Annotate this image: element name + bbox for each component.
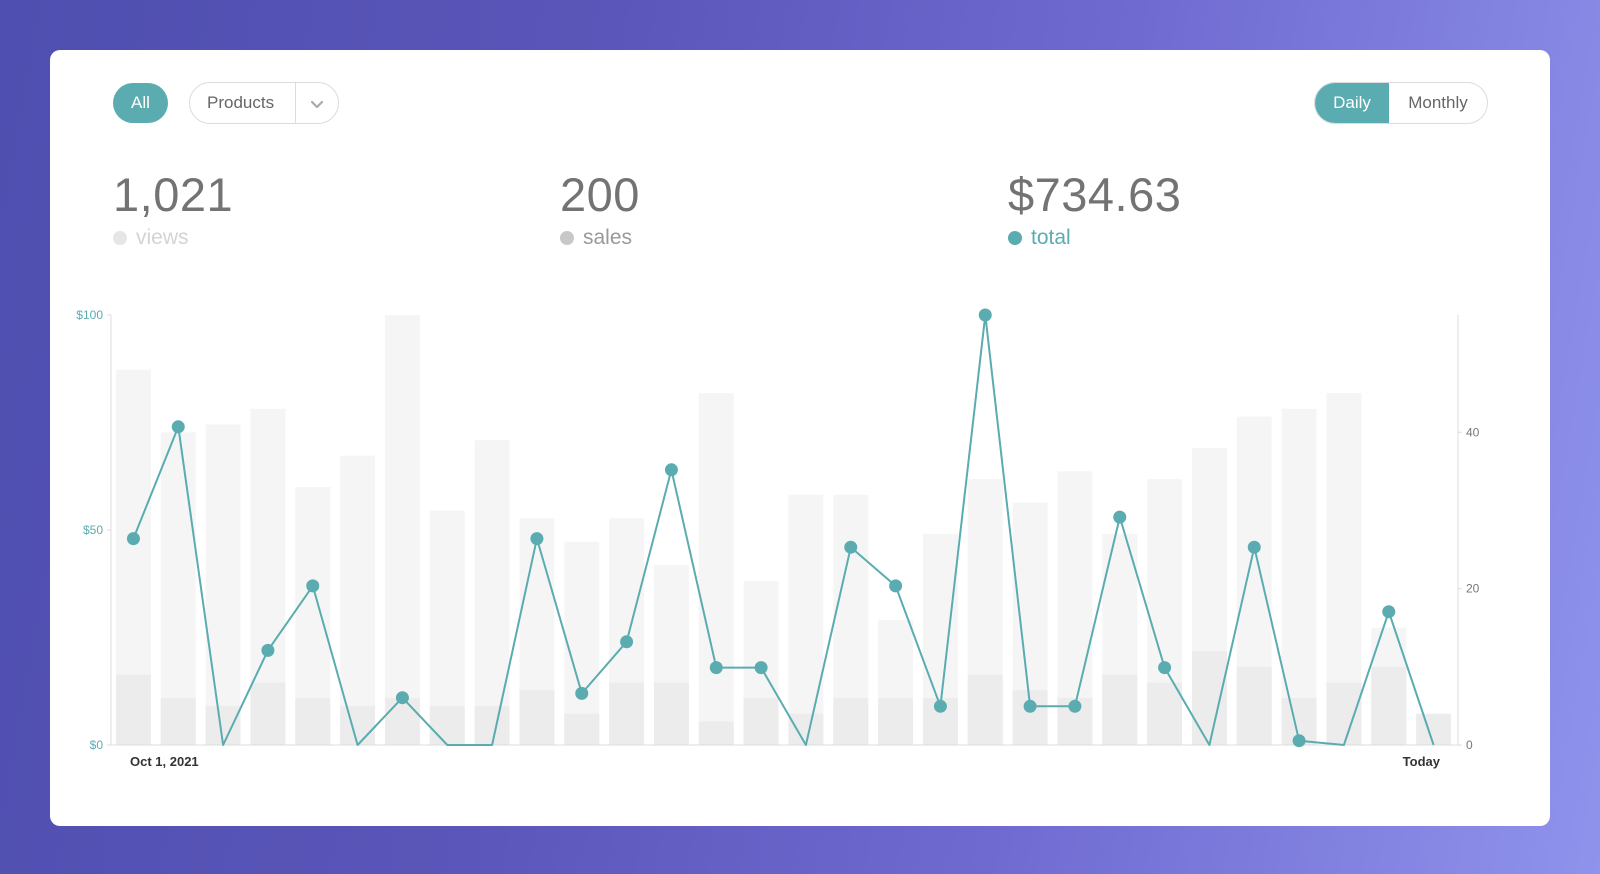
total-point (1113, 510, 1127, 524)
total-point (126, 532, 140, 546)
views-bar (340, 455, 376, 745)
total-point (261, 643, 275, 657)
views-bar (1281, 408, 1317, 745)
combo-chart: $0 $50 $100 0 20 40 Oct 1, 2021 Today (76, 308, 1480, 769)
total-point (1247, 540, 1261, 554)
sales-bar (967, 674, 1003, 745)
total-point (395, 691, 409, 705)
sales-bar (788, 713, 824, 745)
total-point (1158, 661, 1172, 675)
dropdown-divider (295, 83, 296, 123)
x-label-start: Oct 1, 2021 (130, 754, 199, 769)
views-bar (474, 440, 510, 745)
sales-bar (474, 705, 510, 745)
total-point (1068, 699, 1082, 713)
views-value: 1,021 (113, 168, 234, 221)
total-point (754, 661, 768, 675)
views-bar (698, 393, 734, 745)
stat-views: 1,021 views (113, 168, 233, 250)
total-point (664, 463, 678, 477)
daily-button[interactable]: Daily (1315, 83, 1389, 123)
views-bar (205, 424, 241, 745)
left-tick-label: $100 (76, 308, 103, 322)
total-point (844, 540, 858, 554)
sales-dashboard-card: All Products Daily Monthly 1,021 views 2… (50, 50, 1550, 826)
total-label: total (1031, 226, 1071, 249)
sales-bar (295, 698, 331, 745)
total-point (1023, 699, 1037, 713)
products-dropdown[interactable]: Products (189, 82, 339, 124)
sales-bar (160, 698, 196, 745)
views-bar (384, 315, 420, 745)
total-point (575, 686, 589, 700)
sales-bar (429, 705, 465, 745)
total-legend-dot (1008, 231, 1022, 245)
sales-bar (250, 682, 286, 745)
sales-bar (1236, 666, 1272, 745)
sales-bar (653, 682, 689, 745)
sales-bar (878, 698, 914, 745)
total-point (1292, 734, 1306, 748)
sales-label: sales (583, 226, 633, 249)
total-point (889, 579, 903, 593)
sales-bar (1147, 682, 1183, 745)
views-label: views (136, 226, 189, 249)
total-point (306, 579, 320, 593)
sales-legend-dot (560, 231, 574, 245)
total-point (171, 420, 185, 434)
sales-bar (1416, 713, 1452, 745)
x-label-end: Today (1403, 754, 1441, 769)
total-point (978, 308, 992, 322)
sales-value: 200 (560, 168, 640, 221)
total-point (530, 532, 544, 546)
sales-bar (833, 698, 869, 745)
right-tick-label: 0 (1466, 738, 1473, 752)
total-line (132, 314, 1435, 746)
views-legend-dot (113, 231, 127, 245)
stat-sales: 200 sales (560, 168, 640, 250)
sales-bar (564, 713, 600, 745)
total-value: $734.63 (1008, 168, 1182, 221)
monthly-button[interactable]: Monthly (1408, 93, 1468, 112)
filter-all-button[interactable]: All (113, 83, 168, 123)
sales-bar (519, 690, 555, 745)
sales-bar (1371, 666, 1407, 745)
sales-bar (115, 674, 151, 745)
left-tick-label: $50 (83, 523, 103, 537)
sales-bar (340, 705, 376, 745)
sales-bar (743, 698, 779, 745)
sales-bar (609, 682, 645, 745)
total-point (1382, 605, 1396, 619)
products-dropdown-label: Products (207, 93, 275, 112)
right-tick-label: 40 (1466, 425, 1480, 439)
stat-total: $734.63 total (1008, 168, 1181, 250)
sales-bar (1102, 674, 1138, 745)
views-bar (564, 541, 600, 745)
total-point (709, 661, 723, 675)
sales-bar (698, 721, 734, 745)
views-bar (160, 432, 196, 745)
sales-bar (1191, 651, 1227, 745)
chevron-down-icon[interactable] (306, 95, 328, 113)
sales-bar (384, 698, 420, 745)
views-bar (788, 494, 824, 745)
left-tick-label: $0 (90, 738, 104, 752)
right-tick-label: 20 (1466, 582, 1480, 596)
total-point (620, 635, 634, 649)
period-toggle: Daily Monthly (1314, 82, 1488, 124)
total-point (933, 699, 947, 713)
sales-bar (1326, 682, 1362, 745)
